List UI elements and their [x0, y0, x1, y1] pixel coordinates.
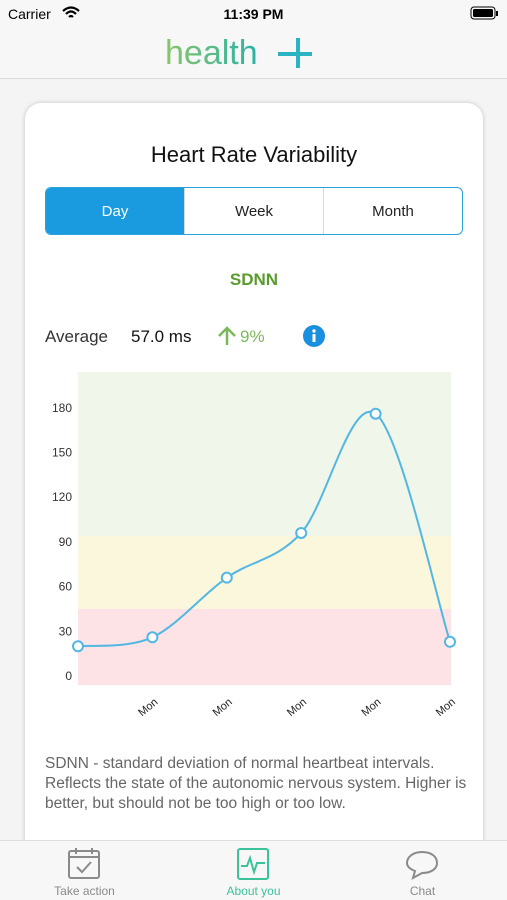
y-tick-label: 0: [65, 669, 72, 683]
nav-item[interactable]: About you: [169, 840, 338, 900]
nav-icon: [68, 848, 100, 879]
header-bar: [0, 0, 507, 79]
info-button[interactable]: [302, 324, 326, 348]
average-change: 9%: [240, 327, 265, 346]
y-tick-label: 120: [52, 490, 72, 504]
y-tick-label: 60: [59, 580, 73, 594]
metric-name: SDNN: [229, 270, 279, 289]
nav-icon: [405, 850, 439, 881]
x-tick-label: Mon: [211, 696, 235, 719]
nav-label: Take action: [54, 884, 115, 898]
y-tick-label: 150: [52, 445, 72, 459]
point: [369, 407, 382, 420]
up-arrow: [218, 326, 236, 345]
tab-bar: Day Week Month: [45, 187, 463, 235]
nav-label: About you: [226, 884, 281, 898]
point: [444, 635, 456, 648]
range-band: [78, 608, 451, 685]
tab[interactable]: Month: [323, 188, 462, 234]
nav-item[interactable]: Chat: [338, 840, 507, 900]
y-tick-label: 90: [59, 535, 73, 549]
point: [146, 631, 159, 644]
y-tick-label: 180: [52, 401, 72, 415]
tab[interactable]: Week: [184, 188, 323, 234]
logo: health: [165, 34, 312, 72]
nav-icon: [237, 848, 269, 880]
chart: 0 30 60 90 120 150 180 Mon Mon Mon Mon Mon: [52, 372, 458, 719]
x-tick-label: Mon: [285, 696, 309, 719]
point: [220, 571, 233, 584]
nav-item[interactable]: Take action: [0, 840, 169, 900]
clock: 11:39 PM: [223, 6, 284, 22]
nav-label: Chat: [409, 884, 436, 898]
x-tick-label: Mon: [359, 696, 383, 719]
card-title: Heart Rate Variability: [150, 142, 358, 167]
y-tick-label: 30: [59, 624, 73, 638]
range-band: [78, 535, 451, 609]
point: [295, 526, 308, 539]
logo-text: health: [165, 34, 258, 72]
x-tick-label: Mon: [136, 696, 160, 719]
battery-icon: [470, 6, 498, 20]
tab[interactable]: Day: [46, 188, 184, 234]
x-tick-label: Mon: [434, 696, 458, 719]
average-label: Average: [45, 327, 109, 346]
point: [72, 640, 84, 653]
range-band: [78, 372, 451, 536]
average-value: 57.0 ms: [131, 327, 192, 346]
wifi-icon: [62, 6, 80, 18]
description: SDNN - standard deviation of normal hear…: [45, 755, 467, 812]
carrier: Carrier: [8, 6, 51, 22]
